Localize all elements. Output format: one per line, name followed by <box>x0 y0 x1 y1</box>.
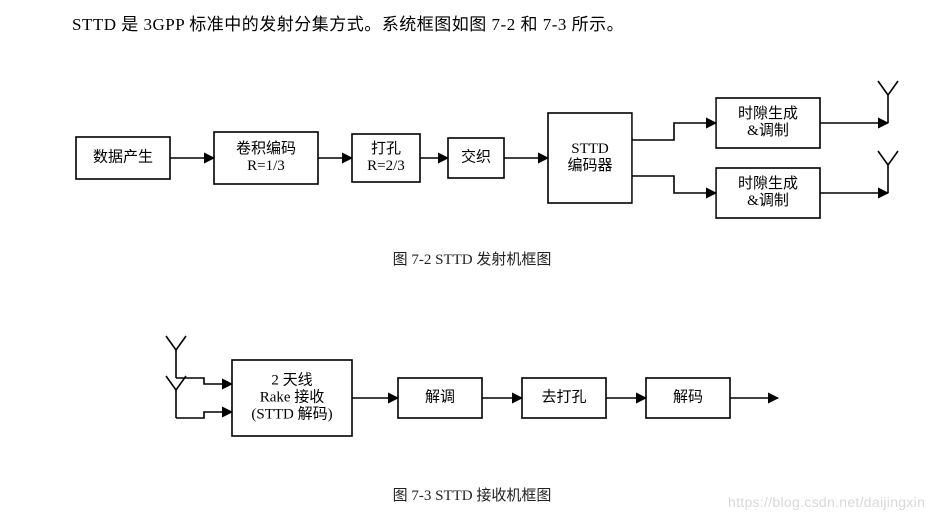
slot-gen-2-box-label: 时隙生成 <box>738 175 798 192</box>
conv-encode-box-label: 卷积编码 <box>236 140 296 157</box>
interleave-box-label: 交织 <box>461 147 491 165</box>
slot-gen-2-box-label: &调制 <box>747 192 789 209</box>
puncture-box-label: R=2/3 <box>367 158 405 174</box>
figure1-caption: 图 7-2 STTD 发射机框图 <box>0 248 944 269</box>
watermark-text: https://blog.csdn.net/daijingxin <box>728 494 925 510</box>
tx-antenna-1-icon <box>878 81 898 123</box>
sttd-encoder-box-label: 编码器 <box>567 157 612 174</box>
rx-antenna-2-icon <box>166 376 186 418</box>
rake-rx-box-label: Rake 接收 <box>260 388 325 405</box>
slot-gen-1-box-label: 时隙生成 <box>738 105 798 122</box>
conv-encode-box-label: R=1/3 <box>247 158 285 174</box>
rake-rx-box-label: (STTD 解码) <box>251 405 332 422</box>
depuncture-box-label: 去打孔 <box>541 388 586 405</box>
rake-rx-box-label: 2 天线 <box>271 371 312 388</box>
decode-box-label: 解码 <box>673 388 703 405</box>
puncture-box-label: 打孔 <box>371 140 401 157</box>
slot-gen-1-box-label: &调制 <box>747 122 789 139</box>
data-gen-box-label: 数据产生 <box>93 148 153 165</box>
arrow-f2-in2 <box>176 412 232 418</box>
sttd-encoder-box-label: STTD <box>571 141 609 157</box>
demod-box-label: 解调 <box>425 388 455 405</box>
rx-antenna-1-icon <box>166 336 186 378</box>
tx-antenna-2-icon <box>878 151 898 193</box>
